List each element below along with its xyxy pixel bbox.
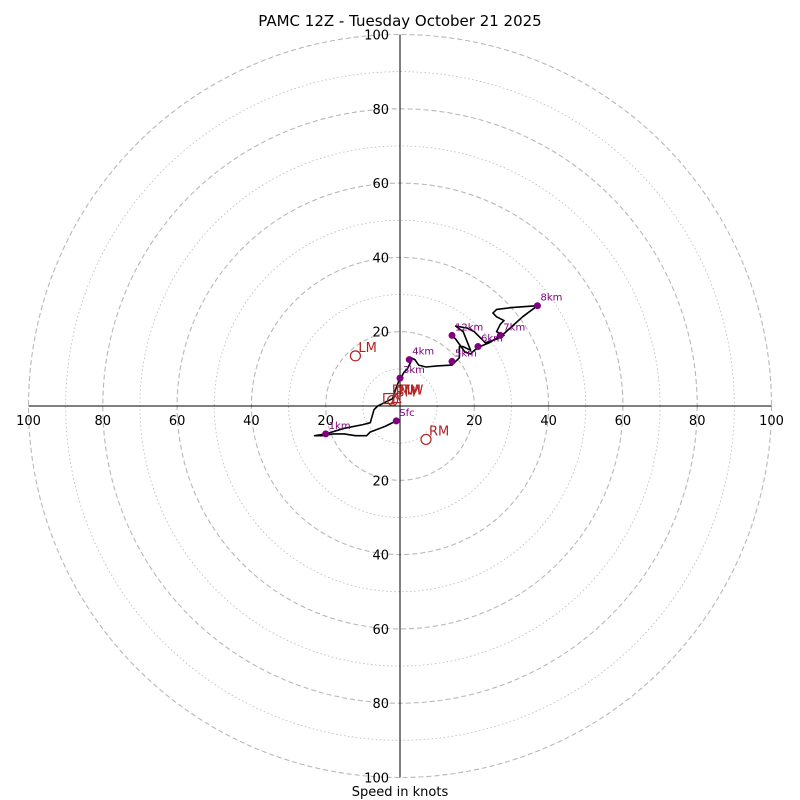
- height-label-sfc: Sfc: [399, 408, 414, 419]
- height-label-6km: 6km: [481, 334, 503, 345]
- height-marker-sfc: [392, 417, 400, 425]
- x-tick-label: 20: [466, 414, 483, 429]
- y-tick-label: 40: [372, 251, 389, 266]
- tick-labels: 100 100 100 100 80 80 80 80 60 60 60 60 40 40 40 40 20 20…: [16, 29, 784, 787]
- y-tick-label: 100: [364, 29, 389, 44]
- storm-motion-rm-marker: [420, 433, 432, 446]
- storm-motion-rm-label: RM: [429, 424, 449, 439]
- x-tick-label: 80: [95, 414, 112, 429]
- x-tick-label: 80: [689, 414, 706, 429]
- height-label-8km: 8km: [540, 293, 562, 304]
- y-tick-label: 60: [372, 177, 389, 192]
- height-label-5km: 5km: [455, 348, 477, 359]
- height-label-1km: 1km: [329, 421, 351, 432]
- x-tick-label: 40: [243, 414, 260, 429]
- x-axis-label: Speed in knots: [352, 785, 449, 800]
- height-marker-8km: [533, 302, 541, 310]
- height-label-7km: 7km: [503, 322, 525, 333]
- y-tick-label: 20: [372, 326, 389, 341]
- axes: [28, 34, 772, 778]
- chart-title: PAMC 12Z - Tuesday October 21 2025: [258, 12, 541, 30]
- wind-trace: [313, 304, 539, 437]
- hodograph-trace-line: [313, 304, 539, 437]
- height-marker-12km: [448, 331, 456, 339]
- x-tick-label: 100: [16, 414, 41, 429]
- storm-motion-dtm-label: DTM: [392, 384, 421, 399]
- storm-motion-dtm-marker: [383, 392, 395, 405]
- x-tick-label: 20: [317, 414, 334, 429]
- x-tick-label: 100: [759, 414, 784, 429]
- y-tick-label: 80: [372, 697, 389, 712]
- y-tick-label: 40: [372, 549, 389, 564]
- y-tick-label: 20: [372, 474, 389, 489]
- x-tick-label: 60: [169, 414, 186, 429]
- height-marker-7km: [496, 331, 504, 339]
- y-tick-label: 80: [372, 103, 389, 118]
- height-marker-3km: [396, 374, 404, 382]
- x-tick-label: 40: [540, 414, 557, 429]
- height-label-4km: 4km: [412, 347, 434, 358]
- y-tick-label: 100: [364, 772, 389, 787]
- height-marker-4km: [405, 356, 413, 364]
- storm-motion-bm-marker: [386, 394, 399, 407]
- storm-motion-lm-marker: [349, 350, 362, 362]
- height-label-12km: 12km: [455, 322, 483, 333]
- storm-motion-mw-label: MW: [399, 384, 423, 399]
- x-tick-label: 60: [615, 414, 632, 429]
- storm-motion-bm-label: BM: [396, 385, 416, 400]
- height-marker-1km: [322, 430, 330, 438]
- storm-motion-lm-label: LM: [358, 341, 376, 356]
- height-marker-6km: [474, 343, 482, 351]
- height-marker-5km: [448, 357, 456, 365]
- y-tick-label: 60: [372, 623, 389, 638]
- height-label-3km: 3km: [403, 365, 425, 376]
